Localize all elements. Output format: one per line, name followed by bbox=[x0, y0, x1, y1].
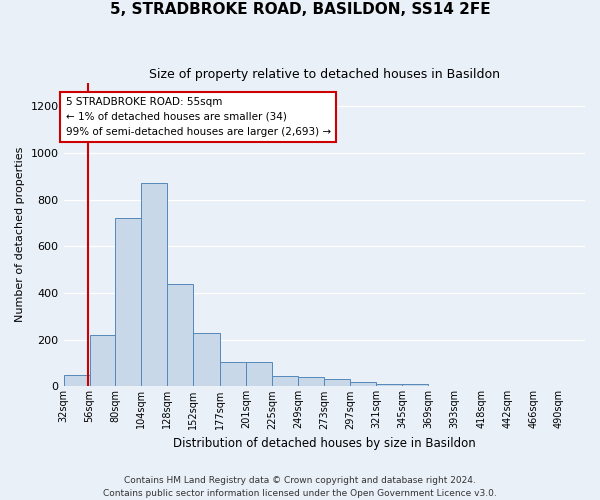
Bar bbox=[89, 335, 115, 386]
Bar bbox=[247, 362, 272, 386]
Text: 5, STRADBROKE ROAD, BASILDON, SS14 2FE: 5, STRADBROKE ROAD, BASILDON, SS14 2FE bbox=[110, 2, 490, 18]
Y-axis label: Number of detached properties: Number of detached properties bbox=[15, 147, 25, 322]
Bar bbox=[402, 384, 428, 386]
Bar bbox=[272, 376, 298, 386]
Bar bbox=[167, 284, 193, 387]
Bar bbox=[64, 374, 89, 386]
Bar bbox=[298, 377, 324, 386]
Bar bbox=[142, 184, 167, 386]
Bar bbox=[115, 218, 142, 386]
Bar bbox=[220, 362, 247, 386]
Text: 5 STRADBROKE ROAD: 55sqm
← 1% of detached houses are smaller (34)
99% of semi-de: 5 STRADBROKE ROAD: 55sqm ← 1% of detache… bbox=[66, 97, 331, 136]
Bar bbox=[350, 382, 376, 386]
Text: Contains HM Land Registry data © Crown copyright and database right 2024.
Contai: Contains HM Land Registry data © Crown c… bbox=[103, 476, 497, 498]
Bar bbox=[376, 384, 402, 386]
X-axis label: Distribution of detached houses by size in Basildon: Distribution of detached houses by size … bbox=[173, 437, 476, 450]
Title: Size of property relative to detached houses in Basildon: Size of property relative to detached ho… bbox=[149, 68, 500, 80]
Bar bbox=[193, 332, 220, 386]
Bar bbox=[324, 380, 350, 386]
